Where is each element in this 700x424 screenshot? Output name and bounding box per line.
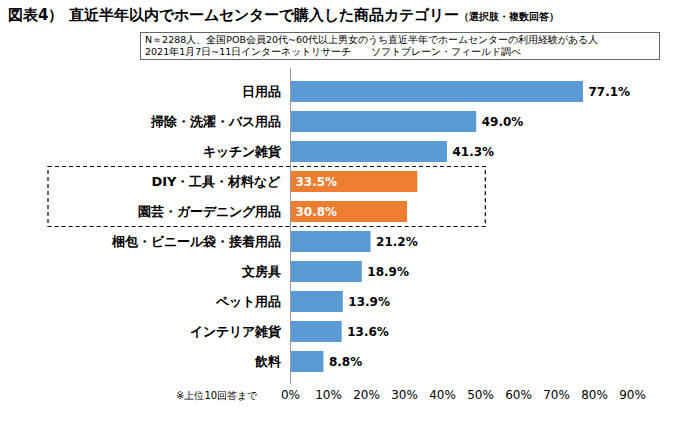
svg-text:30%: 30% — [391, 388, 418, 402]
svg-text:40%: 40% — [429, 388, 456, 402]
svg-text:77.1%: 77.1% — [588, 85, 630, 99]
html-text:2021年1月7日~11日インターネットリサーチ ソフトブレ: 2021年1月7日~11日インターネットリサーチ ソフトブレーン・フィールド調べ — [145, 46, 522, 57]
html-text:図表4） 直近半年以内でホームセンターで購入した商品カテゴリ: 図表4） 直近半年以内でホームセンターで購入した商品カテゴリー（選択肢・複数回答… — [8, 6, 559, 24]
svg-text:20%: 20% — [353, 388, 380, 402]
svg-text:13.9%: 13.9% — [348, 295, 390, 309]
svg-text:掃除・洗濯・バス用品: 掃除・洗濯・バス用品 — [150, 114, 281, 129]
svg-text:21.2%: 21.2% — [376, 235, 418, 249]
svg-text:キッチン雑貨: キッチン雑貨 — [203, 144, 282, 159]
html-text:※上位10回答まで: ※上位10回答まで — [176, 390, 258, 401]
svg-text:0%: 0% — [281, 388, 300, 402]
svg-text:日用品: 日用品 — [242, 84, 281, 99]
svg-text:DIY・工具・材料など: DIY・工具・材料など — [151, 174, 281, 189]
html-text:N＝2288人、全国POB会員20代~60代以上男女のうち直: N＝2288人、全国POB会員20代~60代以上男女のうち直近半年でホームセンタ… — [145, 34, 599, 45]
svg-text:33.5%: 33.5% — [296, 175, 338, 189]
svg-text:30.8%: 30.8% — [296, 205, 338, 219]
svg-text:ペット用品: ペット用品 — [215, 294, 281, 309]
svg-text:インテリア雑貨: インテリア雑貨 — [190, 324, 282, 339]
svg-text:90%: 90% — [619, 388, 646, 402]
svg-text:41.3%: 41.3% — [452, 145, 494, 159]
svg-text:49.0%: 49.0% — [482, 115, 524, 129]
svg-text:13.6%: 13.6% — [347, 325, 389, 339]
svg-text:60%: 60% — [505, 388, 532, 402]
svg-text:80%: 80% — [581, 388, 608, 402]
svg-text:文房具: 文房具 — [241, 264, 281, 279]
svg-text:梱包・ビニール袋・接着用品: 梱包・ビニール袋・接着用品 — [111, 234, 281, 249]
svg-text:50%: 50% — [467, 388, 494, 402]
svg-text:10%: 10% — [315, 388, 342, 402]
svg-text:8.8%: 8.8% — [329, 355, 362, 369]
svg-text:園芸・ガーデニング用品: 園芸・ガーデニング用品 — [138, 204, 281, 219]
svg-text:70%: 70% — [543, 388, 570, 402]
svg-text:18.9%: 18.9% — [367, 265, 409, 279]
svg-text:飲料: 飲料 — [254, 354, 281, 369]
